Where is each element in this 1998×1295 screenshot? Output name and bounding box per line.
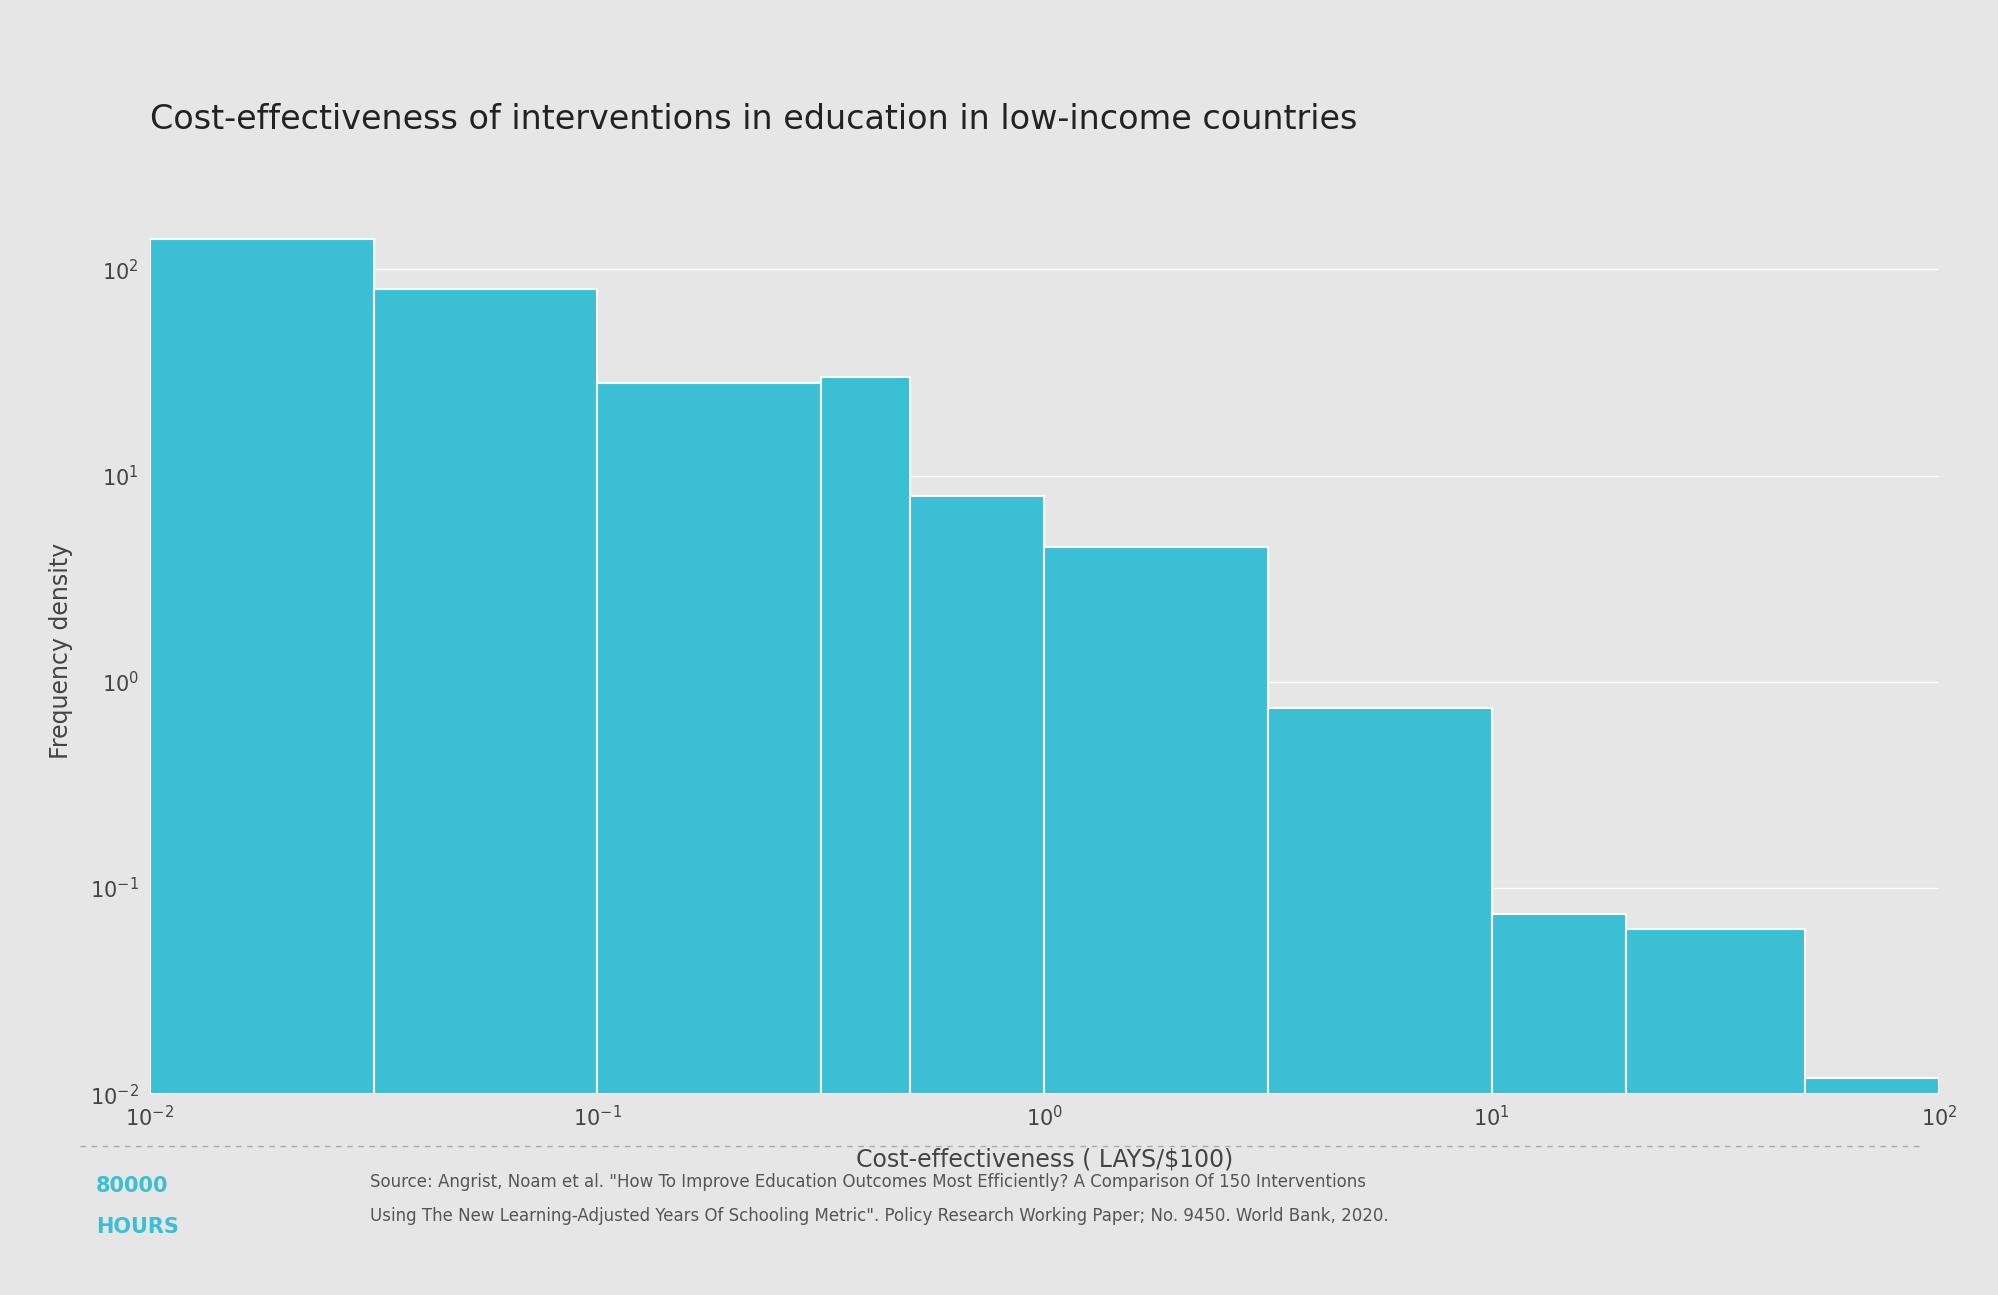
X-axis label: Cost-effectiveness ( LAYS/$100): Cost-effectiveness ( LAYS/$100) xyxy=(855,1147,1233,1171)
Text: 80000: 80000 xyxy=(96,1176,168,1195)
Text: Cost-effectiveness of interventions in education in low-income countries: Cost-effectiveness of interventions in e… xyxy=(150,104,1357,136)
Bar xyxy=(150,240,374,1094)
Y-axis label: Frequency density: Frequency density xyxy=(50,543,74,759)
Bar xyxy=(1267,707,1491,1094)
Bar xyxy=(1624,930,1804,1094)
Text: Using The New Learning-Adjusted Years Of Schooling Metric". Policy Research Work: Using The New Learning-Adjusted Years Of… xyxy=(370,1207,1389,1225)
Bar xyxy=(374,289,597,1094)
Bar xyxy=(1804,1077,1938,1094)
Text: HOURS: HOURS xyxy=(96,1217,178,1237)
Text: Source: Angrist, Noam et al. "How To Improve Education Outcomes Most Efficiently: Source: Angrist, Noam et al. "How To Imp… xyxy=(370,1173,1365,1191)
Bar xyxy=(1045,546,1267,1094)
Bar xyxy=(597,383,821,1094)
Bar xyxy=(821,377,909,1094)
Bar xyxy=(1491,914,1624,1094)
Bar xyxy=(909,496,1045,1094)
